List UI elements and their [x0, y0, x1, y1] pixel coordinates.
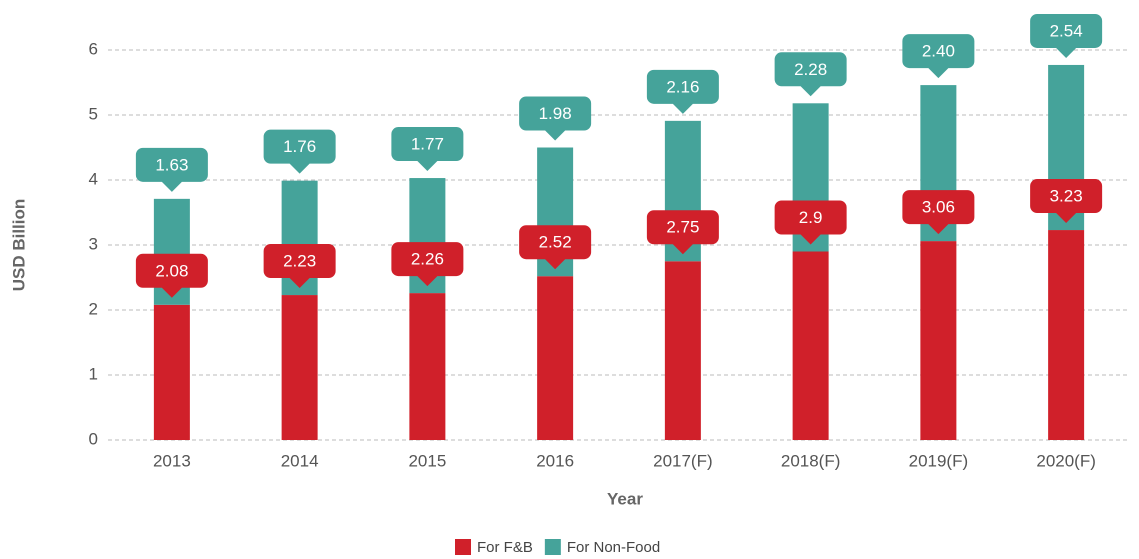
y-tick-label: 2 [89, 299, 98, 318]
value-label-box [902, 34, 975, 79]
bar-segment [281, 295, 318, 440]
value-label: 2.08 [155, 261, 188, 280]
y-tick-label: 3 [89, 234, 98, 253]
value-label-box [1030, 13, 1103, 58]
x-tick-label: 2016 [536, 451, 574, 470]
value-label: 2.9 [799, 208, 823, 227]
value-label-box [519, 96, 592, 141]
bar-segment [537, 276, 574, 440]
legend-label: For Non-Food [567, 539, 660, 556]
value-label: 2.28 [794, 60, 827, 79]
value-label: 2.26 [411, 250, 444, 269]
value-label-box [391, 127, 464, 172]
legend-swatch [544, 539, 561, 555]
value-label: 1.63 [155, 155, 188, 174]
x-tick-label: 2019(F) [909, 451, 969, 470]
value-label-box [1030, 179, 1103, 224]
value-label: 1.76 [283, 137, 316, 156]
x-tick-label: 2015 [408, 451, 446, 470]
bar-segment [792, 251, 829, 440]
value-label: 3.06 [922, 198, 955, 217]
bar-segment [664, 261, 701, 440]
y-tick-label: 4 [89, 169, 98, 188]
value-label-box [646, 69, 719, 114]
x-tick-label: 2018(F) [781, 451, 841, 470]
x-tick-label: 2013 [153, 451, 191, 470]
value-label: 2.23 [283, 252, 316, 271]
bar-segment [409, 293, 446, 440]
value-label-box [391, 242, 464, 287]
y-tick-label: 0 [89, 429, 98, 448]
value-label-box [774, 200, 847, 245]
value-label: 2.54 [1050, 21, 1083, 40]
x-tick-label: 2014 [281, 451, 319, 470]
value-label-box [135, 147, 208, 192]
value-label-box [774, 52, 847, 97]
bar-segment [920, 241, 957, 440]
value-label: 1.98 [539, 104, 572, 123]
y-tick-label: 5 [89, 104, 98, 123]
bar-segment [153, 304, 190, 440]
value-label: 2.16 [666, 77, 699, 96]
value-label: 2.40 [922, 42, 955, 61]
value-label-box [646, 210, 719, 255]
value-label: 2.75 [666, 218, 699, 237]
y-axis-label: USD Billion [9, 199, 28, 292]
x-tick-label: 2020(F) [1036, 451, 1096, 470]
value-label: 2.52 [539, 233, 572, 252]
value-label-box [263, 244, 336, 289]
value-label-box [135, 253, 208, 298]
legend-swatch [455, 539, 471, 555]
value-label-box [902, 190, 975, 235]
bar-segment [1048, 230, 1085, 440]
x-tick-label: 2017(F) [653, 451, 713, 470]
value-label: 3.23 [1050, 187, 1083, 206]
value-label: 1.77 [411, 135, 444, 154]
value-label-box [263, 129, 336, 174]
x-axis-label: Year [607, 489, 643, 508]
value-label-box [519, 225, 592, 270]
y-tick-label: 1 [89, 364, 98, 383]
y-tick-label: 6 [89, 39, 98, 58]
legend-label: For F&B [477, 539, 533, 556]
